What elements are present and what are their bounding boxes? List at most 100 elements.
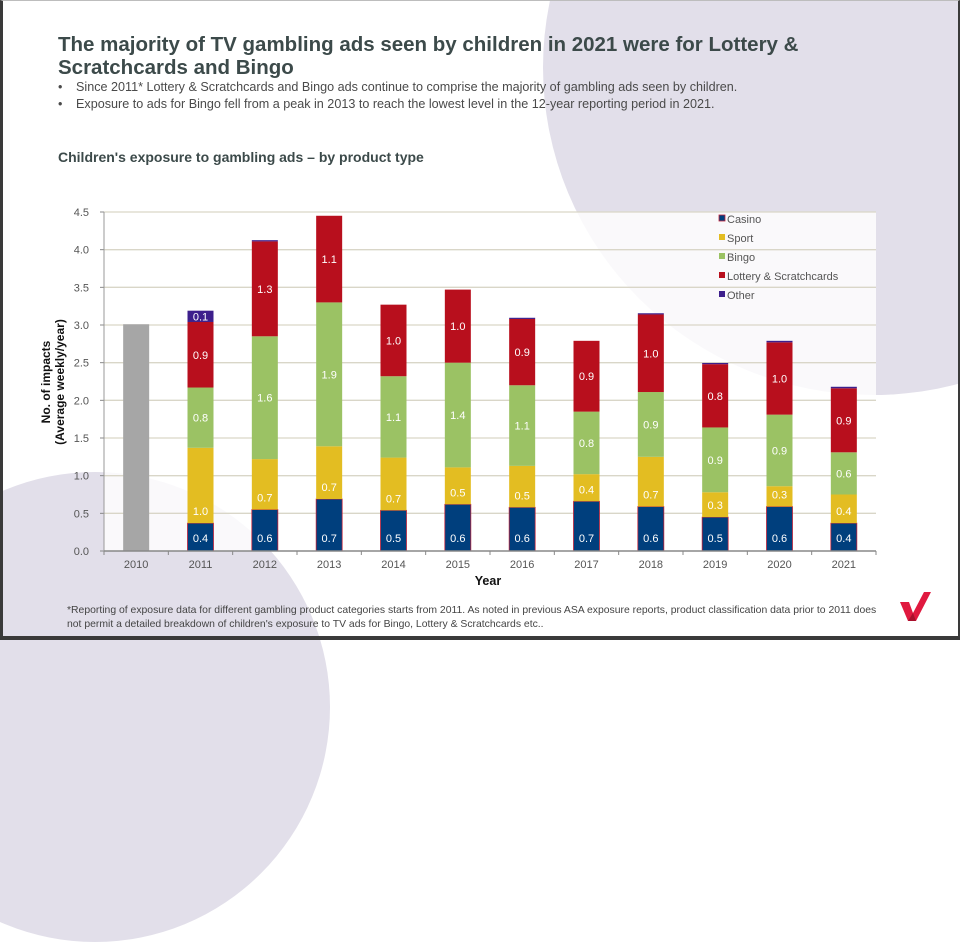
data-label: 0.3: [772, 490, 787, 502]
bar-segment-sport-2012: [251, 459, 278, 510]
bar-segment-casino-2015: [444, 503, 472, 552]
bar-group-2012: 0.6 0.7 1.6 1.3: [251, 240, 279, 552]
data-label: 0.7: [643, 490, 658, 502]
bar-segment-lottery-scratchcards-2017: [573, 340, 600, 412]
bar-segment-casino-2020: [766, 506, 793, 552]
data-label: 0.4: [579, 484, 594, 496]
data-label: 1.9: [322, 369, 337, 381]
chart-title: Children's exposure to gambling ads – by…: [58, 149, 424, 165]
bar-segment-lottery-scratchcards-2018: [637, 314, 664, 393]
bar-group-2019: 0.5 0.3 0.9 0.8: [701, 362, 729, 552]
data-label: 0.9: [836, 415, 851, 427]
y-tick-label: 1.0: [74, 471, 89, 483]
bar-segment-casino-2011: [187, 522, 214, 552]
slide-title: The majority of TV gambling ads seen by …: [58, 33, 799, 79]
legend-item-other: Other: [719, 290, 755, 302]
bar-segment-sport-2017: [573, 474, 600, 502]
data-label: 0.4: [193, 533, 208, 545]
bar-segment-bingo-2016: [509, 385, 536, 466]
data-label: 1.0: [772, 373, 787, 385]
bar-segment-sport-2016: [509, 465, 536, 508]
y-axis-ticks: 0.0 0.5 1.0 1.5 2.0 2.5 3.0 3.5 4.0 4.5: [74, 207, 105, 558]
bar-group-2010: [123, 324, 150, 551]
legend-swatch: [718, 214, 726, 222]
bar-segment-other-2020: [766, 340, 793, 343]
x-tick-label: 2010: [124, 559, 148, 571]
data-label: 0.6: [450, 533, 465, 545]
data-label: 0.9: [708, 455, 723, 467]
bar-segment-other-2018: [637, 313, 664, 315]
data-label: 0.1: [193, 311, 208, 323]
bar-segment-other-2011: [187, 310, 214, 322]
data-label: 1.1: [322, 254, 337, 266]
y-tick-label: 0.5: [74, 508, 89, 520]
data-label: 0.8: [708, 391, 723, 403]
data-label: 0.9: [772, 445, 787, 457]
bar-group-2011: 0.4 1.0 0.8 0.9 0.1: [187, 310, 214, 552]
y-tick-label: 3.0: [74, 320, 89, 332]
data-label: 1.0: [643, 348, 658, 360]
bar-segment-other-2021: [830, 386, 857, 389]
bar-segment-bingo-2015: [444, 362, 471, 468]
y-tick-label: 0.0: [74, 546, 89, 558]
data-label: 1.0: [386, 335, 401, 347]
data-label: 0.6: [257, 533, 272, 545]
bar-segment-bingo-2014: [380, 376, 407, 458]
x-tick-label: 2013: [317, 559, 341, 571]
bar-segment-sport-2015: [444, 467, 471, 505]
data-label: 0.6: [772, 533, 787, 545]
bar-segment-bingo-2013: [316, 302, 343, 447]
y-tick-label: 4.0: [74, 245, 89, 257]
bar-segment-sport-2021: [830, 494, 857, 524]
x-tick-label: 2019: [703, 559, 727, 571]
bar-segment-lottery-scratchcards-2013: [316, 215, 343, 303]
x-axis-label: Year: [475, 574, 502, 588]
bar-segment-lottery-scratchcards-2014: [380, 304, 407, 377]
bar-segment-bingo-2020: [766, 414, 793, 487]
bar-segment-bingo-2018: [637, 392, 664, 457]
legend-swatch: [719, 234, 725, 240]
x-tick-label: 2011: [189, 559, 213, 571]
data-label: 0.7: [257, 493, 272, 505]
bullet-icon: •: [58, 80, 63, 94]
data-label: 0.5: [708, 533, 723, 545]
x-tick-label: 2015: [446, 559, 470, 571]
data-label: 1.4: [450, 410, 465, 422]
bar-segment-sport-2019: [702, 492, 729, 518]
bar-segment-lottery-scratchcards-2012: [251, 241, 278, 337]
data-label: 1.0: [193, 506, 208, 518]
data-label: 0.6: [515, 533, 530, 545]
data-label: 1.1: [386, 412, 401, 424]
x-tick-label: 2014: [381, 559, 405, 571]
data-label: 1.6: [257, 393, 272, 405]
data-label: 0.8: [579, 438, 594, 450]
data-label: 0.7: [386, 493, 401, 505]
bullet-text: Exposure to ads for Bingo fell from a pe…: [76, 97, 715, 111]
bar-segment-sport-2014: [380, 457, 407, 511]
y-tick-label: 1.5: [74, 433, 89, 445]
x-tick-label: 2021: [832, 559, 856, 571]
bar-segment-casino-2012: [251, 509, 279, 552]
plot-background: [104, 212, 876, 551]
legend-swatch: [719, 272, 725, 278]
bar-segment-other-2012: [251, 240, 278, 242]
data-label: 0.9: [515, 347, 530, 359]
bullet-item: • Since 2011* Lottery & Scratchcards and…: [58, 79, 918, 96]
bar-segment-sport-2020: [766, 486, 793, 507]
bar-segment-other-2016: [509, 317, 536, 319]
bar-segment-sport-2013: [316, 446, 343, 500]
bar-total-2010: [123, 324, 150, 551]
footnote: *Reporting of exposure data for differen…: [67, 605, 877, 630]
bar-group-2018: 0.6 0.7 0.9 1.0: [637, 313, 665, 552]
legend-label: Casino: [727, 214, 761, 226]
y-axis-label-line2: (Average weekly/year): [53, 319, 67, 445]
data-label: 1.3: [257, 284, 272, 296]
bar-group-2017: 0.7 0.4 0.8 0.9: [573, 340, 600, 552]
gridlines: [104, 211, 876, 514]
data-label: 0.7: [322, 482, 337, 494]
data-label: 0.9: [193, 350, 208, 362]
legend-label: Other: [727, 290, 755, 302]
bar-group-2021: 0.4 0.4 0.6 0.9: [830, 386, 858, 552]
bullet-list: • Since 2011* Lottery & Scratchcards and…: [58, 79, 918, 113]
bullet-item: • Exposure to ads for Bingo fell from a …: [58, 96, 918, 113]
